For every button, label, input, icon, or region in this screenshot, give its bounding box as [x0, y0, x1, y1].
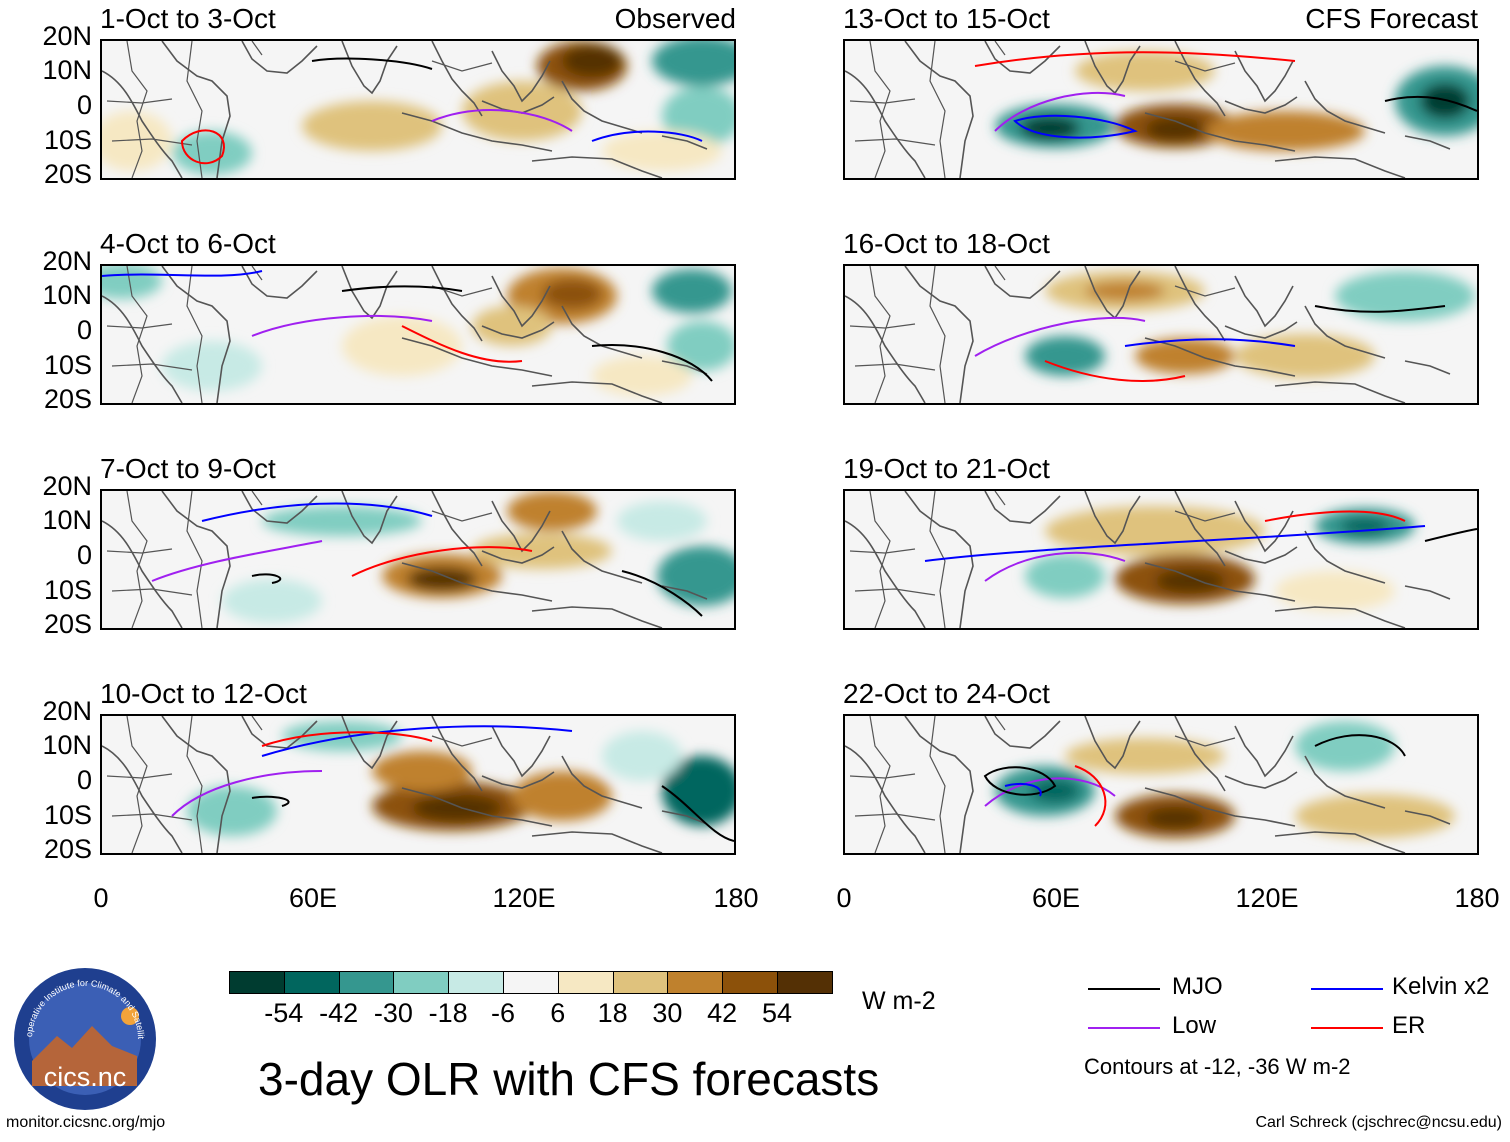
- colorbar-label: -30: [373, 998, 413, 1028]
- panel-8-title: 22-Oct to 24-Oct: [843, 678, 1050, 709]
- panel-2-title: 4-Oct to 6-Oct: [100, 228, 276, 259]
- map-panel-6: [843, 264, 1479, 405]
- cics-logo: cics.nc Cooperative Institute for Climat…: [9, 958, 158, 1112]
- map-panel-8: [843, 714, 1479, 855]
- lat-tick-row1-0: 20N: [42, 21, 92, 51]
- map-panel-1: [100, 39, 736, 180]
- panel-4-title: 10-Oct to 12-Oct: [100, 678, 307, 709]
- colorbar-label: 6: [550, 998, 566, 1028]
- colorbar-label: -42: [319, 998, 359, 1028]
- legend-er-label: ER: [1392, 1012, 1426, 1039]
- lat-tick-row3-1: 10N: [42, 505, 92, 535]
- lat-tick-row2-2: 0: [76, 315, 92, 345]
- map-panel-5: [843, 39, 1479, 180]
- panel-1-observed-tag: Observed: [614, 3, 736, 34]
- legend-low-label: Low: [1172, 1012, 1217, 1039]
- panel-5-forecast-tag: CFS Forecast: [1305, 3, 1478, 34]
- footer-url: monitor.cicsnc.org/mjo: [6, 1114, 166, 1131]
- lat-tick-row3-3: 10S: [43, 575, 92, 605]
- lat-tick-row1-2: 0: [76, 90, 92, 120]
- lon-tick-right-0: 0: [836, 883, 852, 913]
- lat-tick-row4-1: 10N: [42, 730, 92, 760]
- lat-tick-row3-2: 0: [76, 540, 92, 570]
- lon-tick-left-0: 0: [93, 883, 109, 913]
- legend-er-line: [1311, 1027, 1383, 1029]
- legend-low-line: [1088, 1027, 1160, 1029]
- lat-tick-row3-4: 20S: [43, 609, 92, 639]
- figure-title: 3-day OLR with CFS forecasts: [258, 1053, 880, 1105]
- map-panel-2: [100, 264, 736, 405]
- lat-tick-row4-4: 20S: [43, 834, 92, 864]
- colorbar-cell: [448, 971, 504, 994]
- lat-tick-row3-0: 20N: [42, 471, 92, 501]
- colorbar-cell: [777, 971, 833, 994]
- lat-tick-row2-4: 20S: [43, 384, 92, 414]
- colorbar-label: -6: [490, 998, 515, 1028]
- colorbar-cell: [722, 971, 778, 994]
- colorbar-cell: [503, 971, 559, 994]
- colorbar-label: 54: [761, 998, 793, 1028]
- lon-tick-left-60e: 60E: [288, 883, 338, 913]
- map-panel-7: [843, 489, 1479, 630]
- colorbar-cell: [557, 971, 614, 994]
- lat-tick-row4-2: 0: [76, 765, 92, 795]
- contours-note: Contours at -12, -36 W m-2: [1084, 1054, 1351, 1079]
- panel-6-title: 16-Oct to 18-Oct: [843, 228, 1050, 259]
- colorbar-label: 42: [707, 998, 738, 1028]
- colorbar-label: -18: [428, 998, 468, 1028]
- legend-mjo-line: [1088, 988, 1160, 990]
- colorbar-cell: [393, 971, 450, 994]
- lat-tick-row1-1: 10N: [42, 55, 92, 85]
- cics-logo-text: cics.nc: [44, 1062, 127, 1092]
- panel-3-title: 7-Oct to 9-Oct: [100, 453, 276, 484]
- lon-tick-right-120e: 120E: [1235, 883, 1299, 913]
- lat-tick-row2-0: 20N: [42, 246, 92, 276]
- lat-tick-row2-1: 10N: [42, 280, 92, 310]
- panel-1-title: 1-Oct to 3-Oct: [100, 3, 276, 34]
- colorbar-label: 30: [652, 998, 683, 1028]
- map-panel-4: [100, 714, 736, 855]
- colorbar-cell: [612, 971, 669, 994]
- lon-tick-right-60e: 60E: [1031, 883, 1081, 913]
- legend-kelvin-line: [1311, 988, 1383, 990]
- colorbar-label: 18: [597, 998, 628, 1028]
- colorbar-cell: [667, 971, 724, 994]
- footer-credit: Carl Schreck (cjschrec@ncsu.edu): [1255, 1114, 1502, 1131]
- lon-tick-right-180: 180: [1454, 883, 1500, 913]
- legend-mjo-label: MJO: [1172, 973, 1223, 1000]
- legend-kelvin-label: Kelvin x2: [1392, 973, 1490, 1000]
- lat-tick-row4-0: 20N: [42, 696, 92, 726]
- colorbar-cell: [229, 971, 285, 994]
- lon-tick-left-180: 180: [713, 883, 759, 913]
- lat-tick-row1-3: 10S: [43, 125, 92, 155]
- colorbar-cell: [338, 971, 395, 994]
- lat-tick-row1-4: 20S: [43, 159, 92, 189]
- panel-5-title: 13-Oct to 15-Oct: [843, 3, 1050, 34]
- colorbar-units: W m-2: [862, 987, 936, 1015]
- lat-tick-row2-3: 10S: [43, 350, 92, 380]
- colorbar-cell: [283, 971, 340, 994]
- lat-tick-row4-3: 10S: [43, 800, 92, 830]
- lon-tick-left-120e: 120E: [492, 883, 556, 913]
- map-panel-3: [100, 489, 736, 630]
- panel-7-title: 19-Oct to 21-Oct: [843, 453, 1050, 484]
- colorbar-label: -54: [264, 998, 304, 1028]
